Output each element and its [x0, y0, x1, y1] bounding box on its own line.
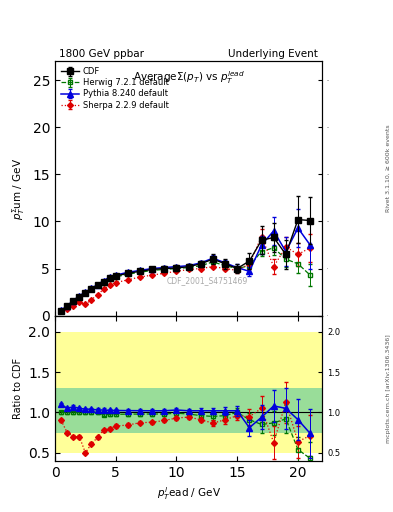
Y-axis label: Ratio to CDF: Ratio to CDF — [13, 357, 23, 419]
Text: 1800 GeV ppbar: 1800 GeV ppbar — [59, 49, 144, 59]
X-axis label: $p_T^{l}$ead / GeV: $p_T^{l}$ead / GeV — [156, 485, 221, 502]
Text: mcplots.cern.ch [arXiv:1306.3436]: mcplots.cern.ch [arXiv:1306.3436] — [386, 334, 391, 442]
Text: CDF_2001_S4751469: CDF_2001_S4751469 — [167, 276, 248, 285]
Legend: CDF, Herwig 7.2.1 default, Pythia 8.240 default, Sherpa 2.2.9 default: CDF, Herwig 7.2.1 default, Pythia 8.240 … — [57, 64, 172, 113]
Text: Rivet 3.1.10, ≥ 600k events: Rivet 3.1.10, ≥ 600k events — [386, 124, 391, 212]
Text: Underlying Event: Underlying Event — [228, 49, 318, 59]
Y-axis label: $p_T^{\Sigma}$um / GeV: $p_T^{\Sigma}$um / GeV — [10, 157, 27, 220]
Text: Average$\Sigma(p_T)$ vs $p_T^{lead}$: Average$\Sigma(p_T)$ vs $p_T^{lead}$ — [133, 69, 244, 86]
